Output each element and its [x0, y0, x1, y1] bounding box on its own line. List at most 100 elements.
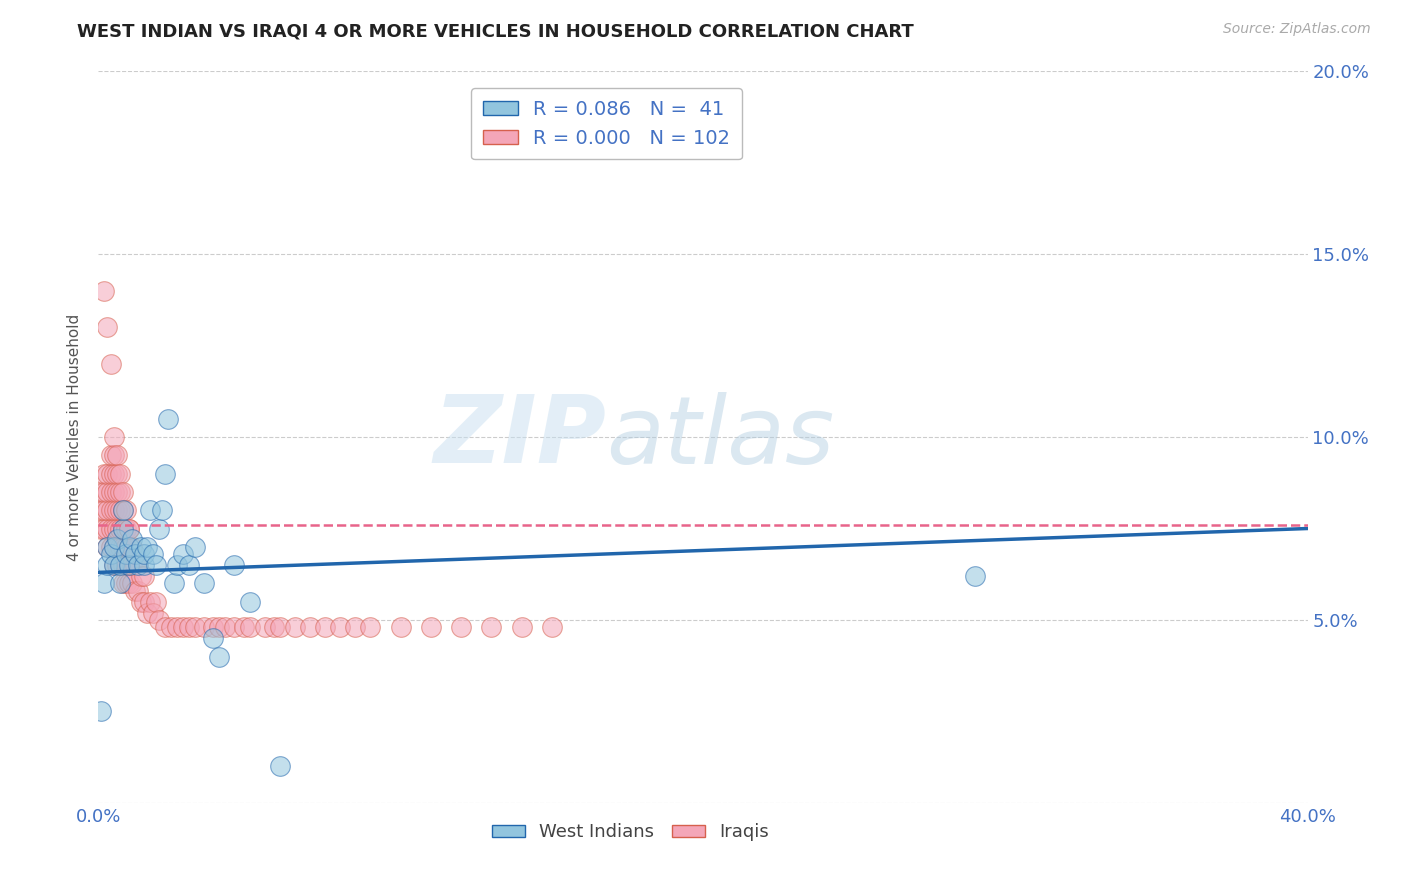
Point — [163, 576, 186, 591]
Point — [179, 558, 201, 573]
Point — [124, 558, 146, 573]
Point — [96, 320, 118, 334]
Point — [118, 576, 141, 591]
Point — [166, 620, 188, 634]
Point — [90, 705, 112, 719]
Point — [129, 569, 152, 583]
Point — [114, 503, 136, 517]
Point — [93, 503, 115, 517]
Point — [111, 521, 134, 535]
Point — [299, 620, 322, 634]
Point — [100, 448, 122, 462]
Point — [124, 583, 146, 598]
Point — [135, 606, 157, 620]
Point — [114, 558, 136, 573]
Point — [108, 503, 131, 517]
Point — [105, 540, 128, 554]
Point — [93, 485, 115, 500]
Point — [103, 485, 125, 500]
Point — [193, 576, 215, 591]
Point — [114, 547, 136, 561]
Point — [269, 620, 291, 634]
Point — [132, 569, 155, 583]
Point — [111, 503, 134, 517]
Point — [90, 485, 112, 500]
Point — [96, 503, 118, 517]
Point — [314, 620, 336, 634]
Text: WEST INDIAN VS IRAQI 4 OR MORE VEHICLES IN HOUSEHOLD CORRELATION CHART: WEST INDIAN VS IRAQI 4 OR MORE VEHICLES … — [77, 22, 914, 40]
Point — [90, 521, 112, 535]
Point — [108, 485, 131, 500]
Point — [208, 620, 231, 634]
Point — [132, 558, 155, 573]
Point — [100, 521, 122, 535]
Point — [121, 540, 143, 554]
Point — [93, 576, 115, 591]
Point — [118, 540, 141, 554]
Point — [96, 558, 118, 573]
Point — [118, 558, 141, 573]
Point — [965, 569, 987, 583]
Point — [103, 430, 125, 444]
Point — [103, 448, 125, 462]
Point — [224, 620, 246, 634]
Point — [108, 540, 131, 554]
Point — [540, 620, 562, 634]
Point — [103, 521, 125, 535]
Point — [139, 594, 162, 608]
Point — [105, 448, 128, 462]
Point — [108, 558, 131, 573]
Point — [124, 547, 146, 561]
Point — [127, 583, 149, 598]
Point — [105, 503, 128, 517]
Point — [142, 606, 165, 620]
Point — [142, 547, 165, 561]
Point — [148, 613, 170, 627]
Point — [269, 759, 291, 773]
Point — [420, 620, 443, 634]
Point — [105, 485, 128, 500]
Point — [96, 467, 118, 481]
Point — [153, 620, 176, 634]
Point — [179, 620, 201, 634]
Point — [208, 649, 231, 664]
Point — [96, 540, 118, 554]
Point — [111, 540, 134, 554]
Point — [127, 558, 149, 573]
Point — [202, 632, 225, 646]
Point — [224, 558, 246, 573]
Point — [100, 357, 122, 371]
Point — [129, 594, 152, 608]
Point — [139, 503, 162, 517]
Point — [103, 540, 125, 554]
Point — [100, 547, 122, 561]
Point — [214, 620, 236, 634]
Point — [344, 620, 367, 634]
Point — [156, 412, 179, 426]
Point — [284, 620, 307, 634]
Point — [114, 576, 136, 591]
Point — [132, 547, 155, 561]
Text: ZIP: ZIP — [433, 391, 606, 483]
Text: atlas: atlas — [606, 392, 835, 483]
Point — [360, 620, 382, 634]
Y-axis label: 4 or more Vehicles in Household: 4 or more Vehicles in Household — [67, 313, 83, 561]
Point — [100, 467, 122, 481]
Point — [96, 540, 118, 554]
Point — [184, 620, 207, 634]
Point — [481, 620, 503, 634]
Point — [172, 547, 194, 561]
Point — [96, 521, 118, 535]
Point — [239, 620, 262, 634]
Point — [193, 620, 215, 634]
Point — [160, 620, 183, 634]
Point — [450, 620, 472, 634]
Point — [108, 558, 131, 573]
Legend: West Indians, Iraqis: West Indians, Iraqis — [485, 816, 776, 848]
Point — [114, 521, 136, 535]
Point — [135, 540, 157, 554]
Point — [118, 540, 141, 554]
Point — [114, 540, 136, 554]
Point — [103, 558, 125, 573]
Point — [103, 503, 125, 517]
